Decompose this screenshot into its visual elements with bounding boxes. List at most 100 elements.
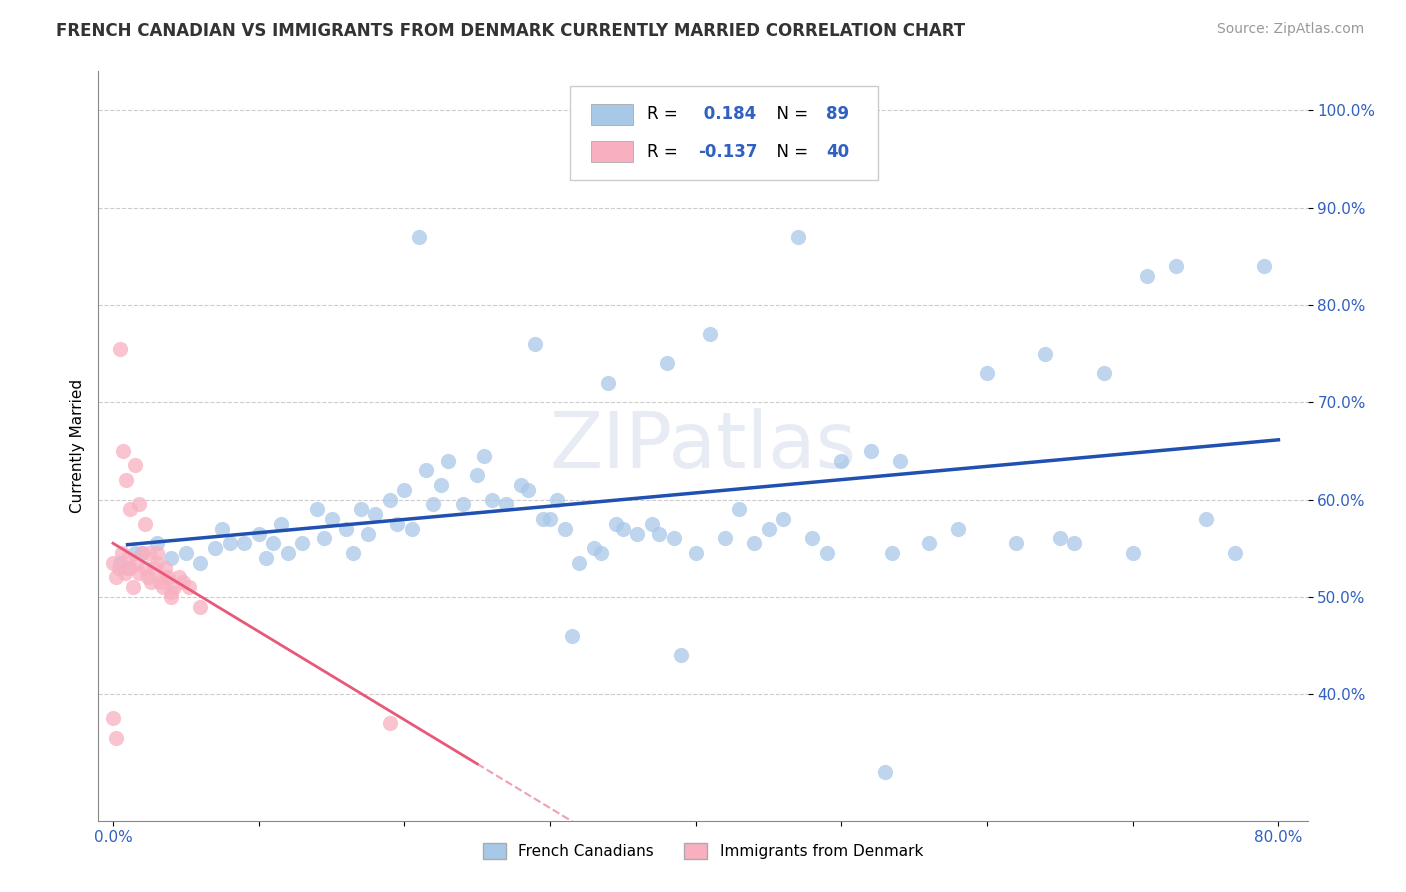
Point [815,546,838,560]
Point [172,575,194,590]
Point [1092,366,1115,380]
Point [160,590,183,604]
Point [517,483,540,497]
Point [1033,346,1056,360]
Point [134,560,156,574]
Point [270,516,292,531]
Point [254,550,277,565]
Point [655,356,678,370]
Point [538,512,561,526]
Point [110,556,132,570]
Text: 0.184: 0.184 [699,105,756,123]
Point [104,731,127,745]
Point [117,550,139,565]
Point [160,550,183,565]
Point [1136,268,1159,283]
Point [128,497,150,511]
Point [401,522,423,536]
Point [568,556,591,570]
Point [946,522,969,536]
Point [145,536,167,550]
Point [131,546,153,560]
Point [875,764,897,779]
Legend: French Canadians, Immigrants from Denmark: French Canadians, Immigrants from Denmar… [477,838,929,865]
Point [110,342,132,356]
Point [1253,259,1275,273]
Text: N =: N = [766,105,813,123]
Point [378,492,401,507]
Point [554,522,576,536]
Point [801,532,824,546]
Point [1166,259,1188,273]
Point [1194,512,1216,526]
Point [546,492,568,507]
Point [408,229,430,244]
Point [142,560,165,574]
Point [124,458,146,473]
Point [342,546,364,560]
Point [149,575,172,590]
Point [152,580,174,594]
Point [385,516,408,531]
Point [437,453,460,467]
Point [233,536,256,550]
Point [218,536,240,550]
Point [167,570,190,584]
Point [882,546,904,560]
Point [415,463,437,477]
Point [122,580,145,594]
Point [124,546,146,560]
Text: N =: N = [766,143,813,161]
Point [125,556,148,570]
FancyBboxPatch shape [591,141,633,162]
Point [247,526,270,541]
Point [582,541,605,556]
Text: R =: R = [647,105,683,123]
Point [314,532,336,546]
Point [335,522,357,536]
Point [474,449,496,463]
Point [1005,536,1028,550]
Point [350,502,373,516]
Point [699,327,721,342]
Point [495,497,517,511]
Point [429,478,451,492]
Text: -0.137: -0.137 [699,143,758,161]
Point [531,512,554,526]
Point [108,560,131,574]
Point [357,526,380,541]
Point [669,648,692,663]
Point [145,556,167,570]
Point [111,546,134,560]
Y-axis label: Currently Married: Currently Married [69,379,84,513]
Point [262,536,284,550]
Point [918,536,941,550]
Point [648,526,671,541]
Point [160,585,183,599]
Point [758,522,780,536]
Point [177,580,200,594]
Text: R =: R = [647,143,683,161]
Point [662,532,685,546]
Point [204,541,226,556]
Text: 40: 40 [827,143,849,161]
Point [481,492,503,507]
Point [364,507,387,521]
Point [139,575,162,590]
Point [598,376,620,390]
Point [155,560,177,574]
Point [134,516,156,531]
Point [561,629,583,643]
Point [626,526,648,541]
Point [163,580,186,594]
Point [120,560,142,574]
Point [101,711,124,725]
Point [131,546,153,560]
Point [120,502,142,516]
Point [589,546,612,560]
Text: Source: ZipAtlas.com: Source: ZipAtlas.com [1216,22,1364,37]
Point [714,532,737,546]
Point [728,502,751,516]
Point [451,497,474,511]
Point [190,599,212,614]
